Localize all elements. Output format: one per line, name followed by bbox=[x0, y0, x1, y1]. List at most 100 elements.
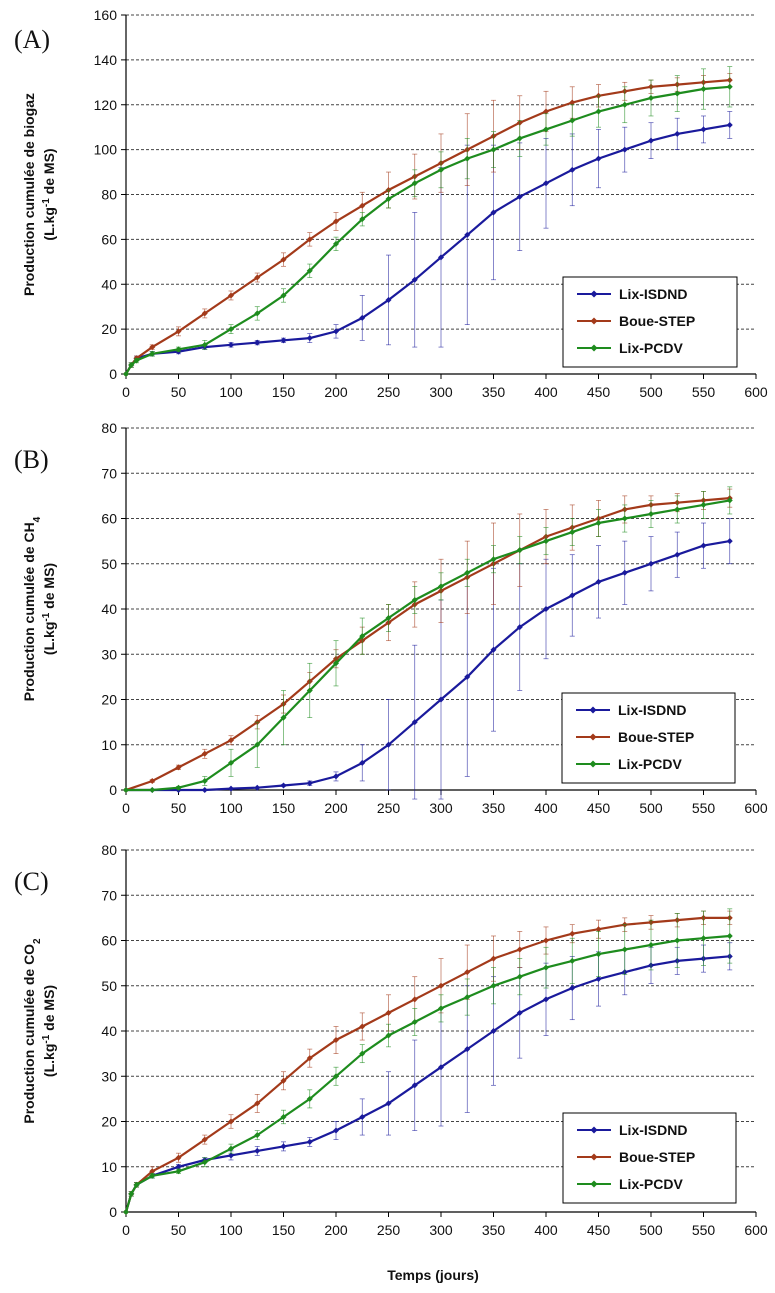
x-tick-label: 50 bbox=[171, 384, 187, 400]
data-point bbox=[359, 1023, 366, 1030]
legend-marker bbox=[590, 1180, 598, 1188]
y-tick-label: 80 bbox=[101, 420, 117, 436]
legend-marker bbox=[590, 290, 598, 298]
y-tick-label: 40 bbox=[101, 1023, 117, 1039]
data-point bbox=[254, 310, 261, 317]
data-point bbox=[700, 542, 707, 549]
data-point bbox=[411, 1082, 418, 1089]
data-point bbox=[280, 256, 287, 263]
panel-letter: (B) bbox=[14, 445, 49, 474]
data-point bbox=[201, 1136, 208, 1143]
y-tick-label: 20 bbox=[101, 692, 117, 708]
y-axis-unit-tail: de MS) bbox=[41, 985, 57, 1035]
data-point bbox=[228, 759, 234, 766]
data-point bbox=[543, 964, 549, 971]
data-point bbox=[149, 344, 156, 351]
y-axis-title-subscript: 2 bbox=[32, 938, 43, 944]
x-tick-label: 300 bbox=[429, 384, 453, 400]
data-point bbox=[201, 787, 208, 793]
legend-marker bbox=[590, 317, 598, 325]
panel-letter: (A) bbox=[14, 25, 50, 54]
data-point bbox=[333, 773, 339, 780]
data-point bbox=[648, 95, 654, 102]
x-tick-label: 150 bbox=[272, 384, 296, 400]
y-tick-label: 50 bbox=[101, 978, 117, 994]
data-point bbox=[569, 166, 576, 173]
x-tick-label: 100 bbox=[219, 384, 243, 400]
data-point bbox=[621, 101, 628, 108]
data-point bbox=[175, 1154, 182, 1161]
data-point bbox=[201, 310, 208, 317]
data-point bbox=[516, 624, 523, 631]
data-point bbox=[648, 942, 654, 949]
data-point bbox=[569, 930, 576, 937]
data-point bbox=[175, 328, 182, 335]
data-point bbox=[280, 337, 287, 344]
data-point bbox=[464, 569, 471, 576]
data-point bbox=[543, 996, 549, 1003]
data-point bbox=[595, 975, 602, 982]
data-point bbox=[333, 660, 339, 667]
data-point bbox=[464, 1046, 471, 1053]
data-point bbox=[411, 1018, 418, 1025]
data-point bbox=[228, 1118, 234, 1125]
data-point bbox=[595, 155, 602, 162]
data-point bbox=[123, 787, 129, 793]
data-point bbox=[490, 982, 497, 989]
y-tick-label: 30 bbox=[101, 646, 117, 662]
x-tick-label: 250 bbox=[377, 384, 401, 400]
data-point bbox=[280, 1113, 287, 1120]
x-tick-label: 600 bbox=[744, 384, 768, 400]
data-point bbox=[149, 787, 156, 793]
data-point bbox=[700, 126, 707, 133]
y-tick-label: 120 bbox=[94, 97, 118, 113]
data-point bbox=[674, 937, 681, 944]
data-point bbox=[306, 1095, 313, 1102]
data-point bbox=[359, 202, 366, 209]
y-tick-label: 40 bbox=[101, 276, 117, 292]
x-tick-label: 350 bbox=[482, 1222, 506, 1238]
x-tick-label: 350 bbox=[482, 384, 506, 400]
data-point bbox=[621, 569, 628, 576]
x-tick-label: 450 bbox=[587, 800, 611, 816]
y-axis-unit-superscript: -1 bbox=[41, 612, 52, 621]
data-point bbox=[490, 955, 497, 962]
data-point bbox=[543, 538, 549, 545]
legend-marker bbox=[590, 344, 598, 352]
y-axis-unit-superscript: -1 bbox=[41, 1034, 52, 1043]
data-point bbox=[438, 166, 444, 173]
data-point bbox=[490, 1028, 497, 1034]
data-point bbox=[438, 583, 444, 590]
data-point bbox=[569, 117, 576, 124]
data-point bbox=[464, 969, 471, 976]
series-line bbox=[125, 79, 730, 375]
legend-marker bbox=[589, 733, 597, 741]
data-point bbox=[569, 529, 576, 536]
legend-label: Boue-STEP bbox=[618, 729, 694, 745]
data-point bbox=[280, 292, 287, 299]
data-point bbox=[228, 292, 234, 299]
data-point bbox=[516, 1009, 523, 1016]
data-point bbox=[201, 1159, 208, 1166]
data-point bbox=[175, 346, 182, 353]
data-point bbox=[490, 146, 497, 153]
data-point bbox=[123, 371, 129, 377]
data-point bbox=[411, 719, 418, 726]
data-point bbox=[490, 556, 497, 563]
y-tick-label: 0 bbox=[109, 366, 117, 382]
y-tick-label: 60 bbox=[101, 231, 117, 247]
data-point bbox=[569, 592, 576, 599]
data-point bbox=[490, 646, 497, 653]
data-point bbox=[464, 673, 471, 680]
data-point bbox=[175, 784, 182, 791]
x-tick-label: 400 bbox=[534, 384, 558, 400]
data-point bbox=[306, 687, 313, 694]
data-point bbox=[385, 195, 392, 202]
x-tick-label: 600 bbox=[744, 1222, 768, 1238]
data-point bbox=[201, 341, 208, 348]
y-tick-label: 20 bbox=[101, 1114, 117, 1130]
x-tick-label: 550 bbox=[692, 800, 716, 816]
data-point bbox=[306, 1138, 313, 1145]
data-point bbox=[464, 155, 471, 162]
